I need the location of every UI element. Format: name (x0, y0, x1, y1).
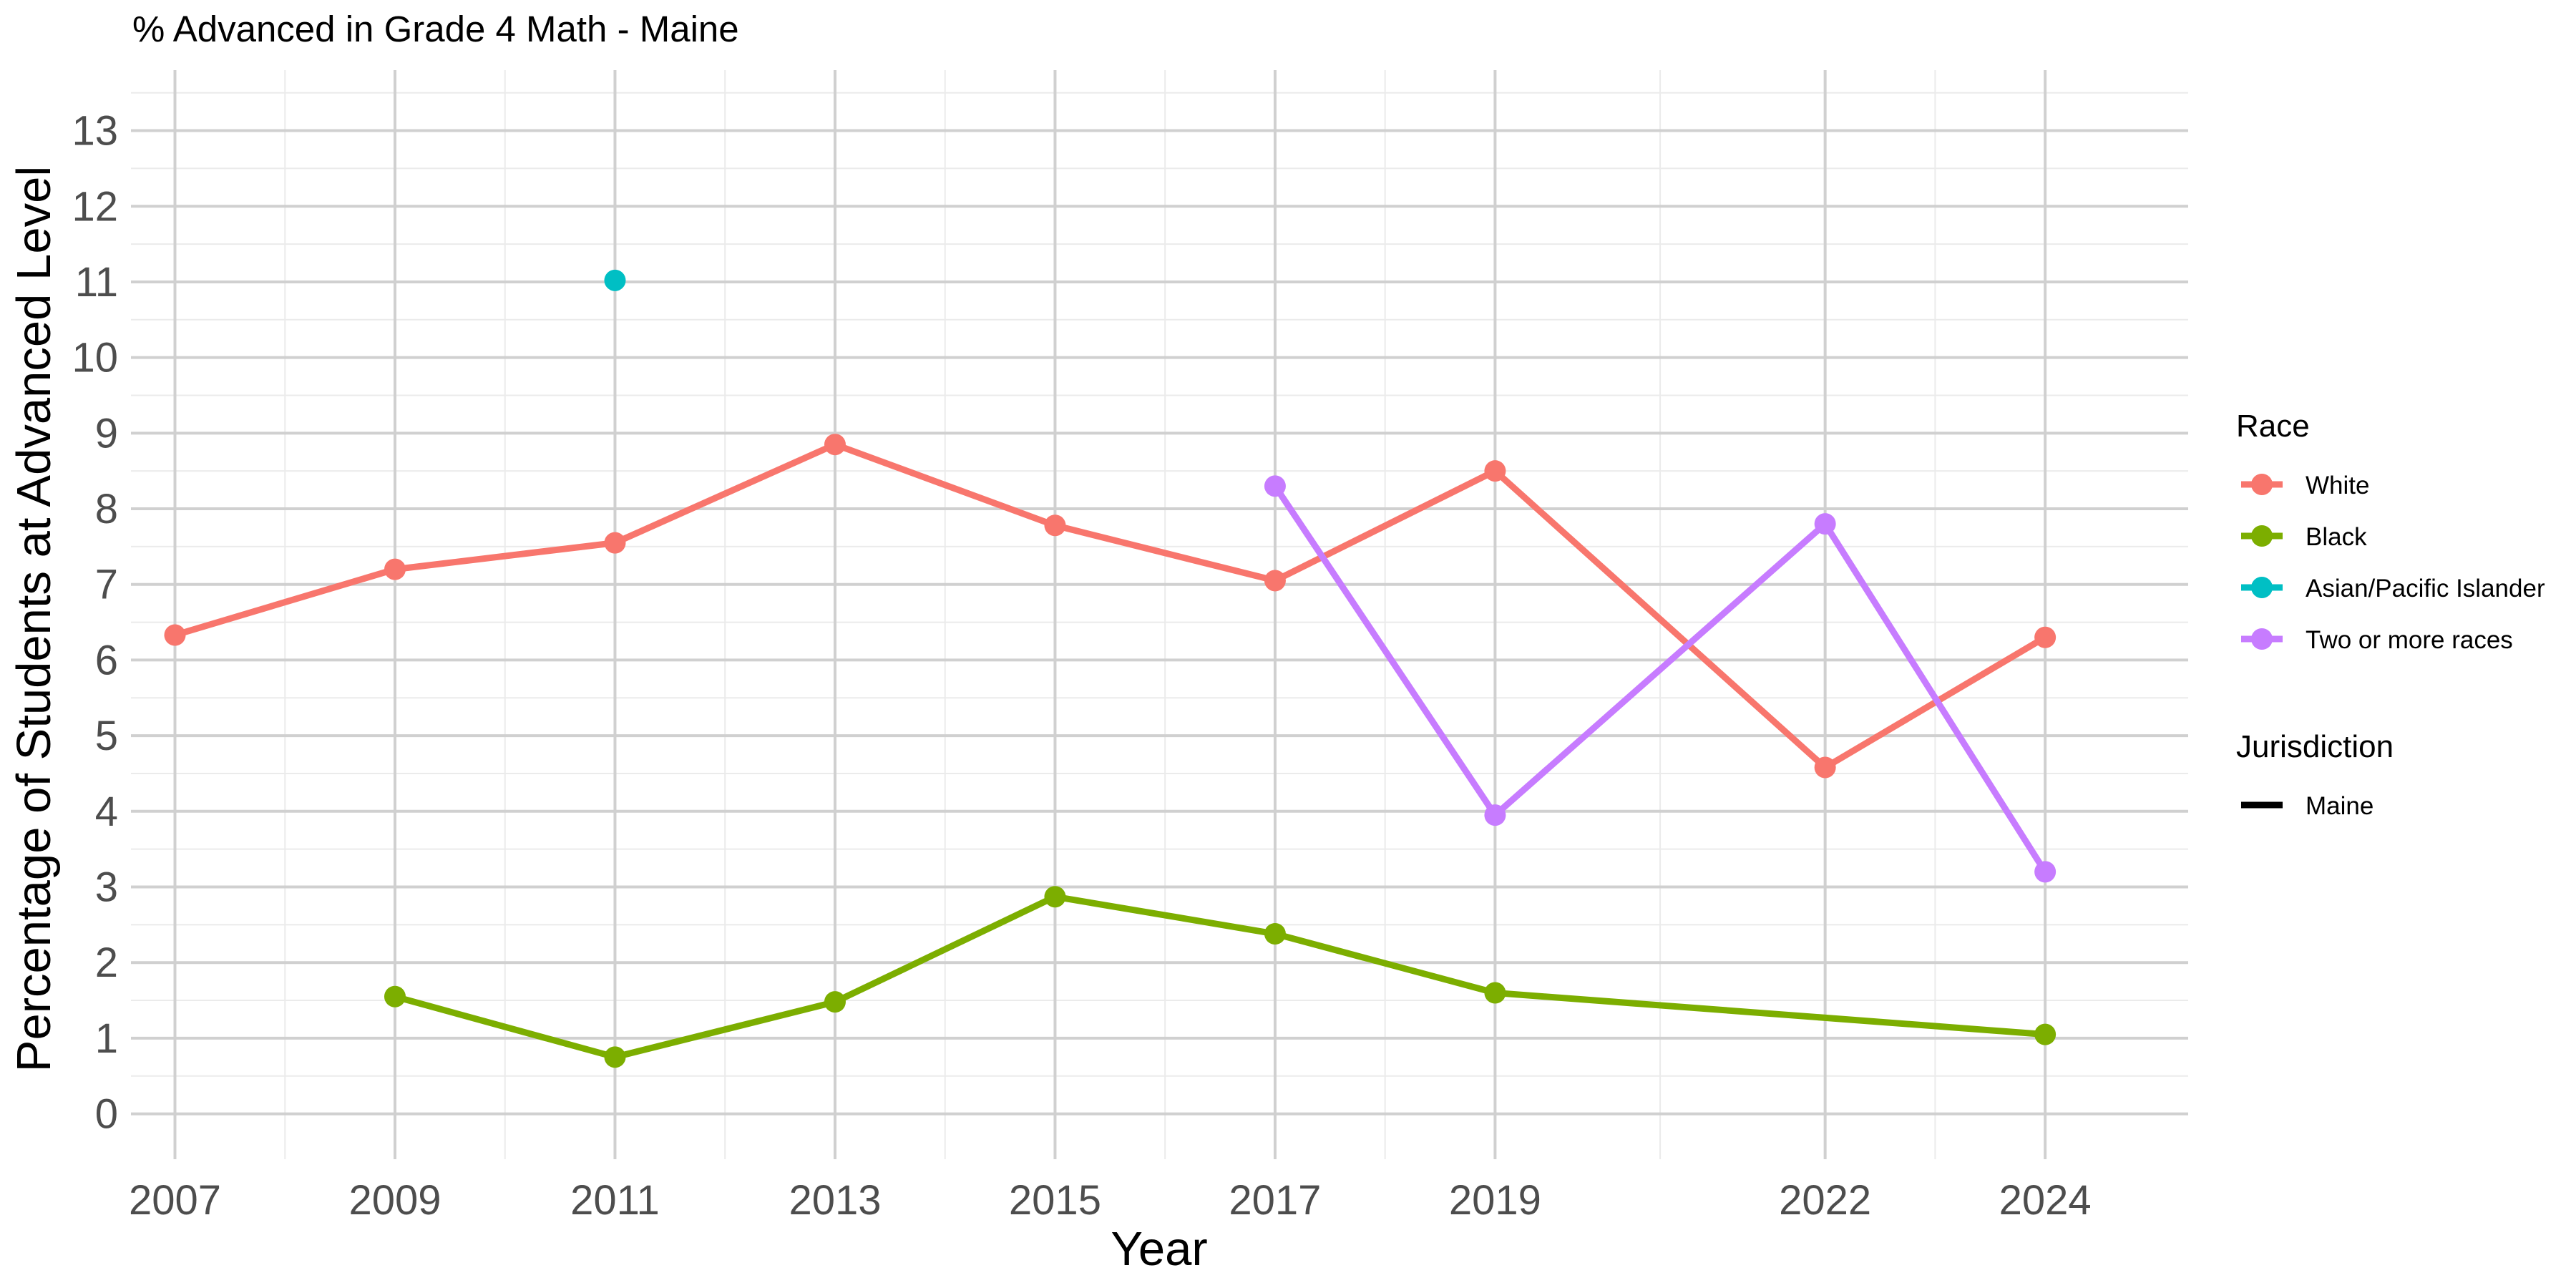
legend-item-jurisdiction: Maine (2241, 792, 2373, 820)
x-tick-label: 2019 (1449, 1177, 1541, 1224)
x-tick-label: 2009 (348, 1177, 441, 1224)
x-tick-label: 2007 (129, 1177, 221, 1224)
y-tick-label: 0 (95, 1091, 118, 1138)
data-point-two-or-more-races (1814, 513, 1836, 535)
x-tick-label: 2011 (570, 1177, 660, 1224)
data-point-white (1484, 460, 1506, 482)
legend-label: White (2306, 472, 2369, 499)
legend-label: Black (2306, 523, 2367, 551)
data-point-asian-pacific-islander (604, 269, 626, 291)
y-tick-label: 3 (95, 864, 118, 911)
series-line-black (391, 893, 2049, 1060)
data-point-black (2034, 1023, 2057, 1045)
data-point-two-or-more-races (2034, 861, 2057, 883)
legend-jurisdiction-items: Maine (2241, 792, 2373, 820)
legend-title-race: Race (2236, 409, 2310, 444)
y-tick-label: 8 (95, 486, 118, 532)
y-tick-label: 9 (95, 410, 118, 457)
data-point-black (384, 985, 406, 1008)
y-tick-label: 13 (72, 108, 118, 155)
legend-label: Two or more races (2306, 626, 2513, 654)
data-point-white (824, 434, 846, 456)
y-tick-label: 7 (95, 562, 118, 608)
y-tick-label: 11 (75, 259, 118, 306)
x-tick-label: 2015 (1009, 1177, 1101, 1224)
legend-label: Maine (2306, 792, 2373, 820)
series-points (164, 269, 2057, 1068)
legend-key-point (2251, 474, 2273, 495)
series-line-white (172, 441, 2049, 771)
y-tick-label: 4 (95, 789, 118, 835)
data-point-white (1264, 570, 1286, 592)
data-point-black (1044, 886, 1066, 908)
minor-gridlines (131, 70, 2188, 1159)
data-point-two-or-more-races (1264, 475, 1286, 497)
data-point-black (1484, 982, 1506, 1004)
data-point-two-or-more-races (1484, 804, 1506, 826)
y-axis-title: Percentage of Students at Advanced Level (7, 166, 61, 1072)
legend-item-two-or-more-races: Two or more races (2241, 626, 2513, 654)
legend-race-items: White Black Asian/Pacific Islander Two or m… (2241, 472, 2545, 654)
data-point-black (824, 991, 846, 1013)
y-tick-label: 10 (72, 335, 118, 381)
x-tick-label: 2022 (1779, 1177, 1871, 1224)
x-tick-label: 2013 (789, 1177, 881, 1224)
x-axis-title: Year (1111, 1222, 1207, 1276)
y-tick-label: 5 (95, 713, 118, 759)
legend-label: Asian/Pacific Islander (2306, 575, 2545, 602)
y-tick-label: 6 (95, 637, 118, 683)
chart-title: % Advanced in Grade 4 Math - Maine (132, 9, 739, 49)
y-tick-label: 12 (72, 183, 118, 230)
data-point-white (1044, 514, 1066, 537)
legend-item-white: White (2241, 472, 2369, 499)
data-point-black (604, 1046, 626, 1068)
y-tick-label: 2 (95, 940, 118, 986)
data-point-white (164, 624, 186, 646)
x-tick-label: 2017 (1229, 1177, 1321, 1224)
legend-key-point (2251, 628, 2273, 650)
data-point-white (384, 558, 406, 580)
data-point-white (2034, 626, 2057, 648)
y-tick-label: 1 (95, 1015, 118, 1062)
legend-item-black: Black (2241, 523, 2367, 551)
major-gridlines (131, 70, 2188, 1159)
data-point-white (604, 532, 626, 554)
legend-item-asian-pacific-islander: Asian/Pacific Islander (2241, 575, 2545, 602)
x-axis-tick-labels: 2007 2009 2011 2013 2015 2017 2019 2022 2024 (129, 1177, 2092, 1224)
legend-title-jurisdiction: Jurisdiction (2236, 729, 2394, 764)
data-point-black (1264, 923, 1286, 945)
data-point-white (1814, 756, 1836, 779)
series-lines (172, 441, 2049, 1060)
x-tick-label: 2024 (1999, 1177, 2092, 1224)
legend-key-point (2251, 577, 2273, 598)
legend: Race White Black Asian/Pacific Islander Two… (2236, 409, 2545, 820)
series-line-two-or-more-races (1272, 482, 2049, 875)
legend-key-point (2251, 525, 2273, 547)
